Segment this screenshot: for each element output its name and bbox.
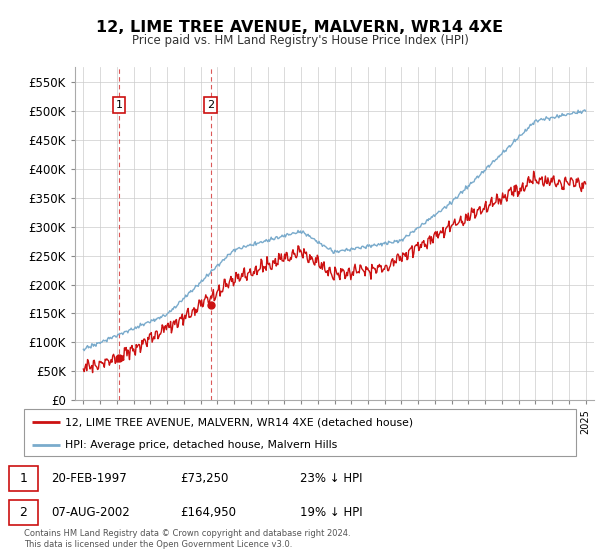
Text: £73,250: £73,250 — [180, 472, 229, 486]
Text: 12, LIME TREE AVENUE, MALVERN, WR14 4XE: 12, LIME TREE AVENUE, MALVERN, WR14 4XE — [97, 20, 503, 35]
Text: 1: 1 — [19, 472, 28, 486]
Text: £164,950: £164,950 — [180, 506, 236, 519]
Text: 07-AUG-2002: 07-AUG-2002 — [51, 506, 130, 519]
Text: 23% ↓ HPI: 23% ↓ HPI — [300, 472, 362, 486]
Text: 2: 2 — [207, 100, 214, 110]
Text: Contains HM Land Registry data © Crown copyright and database right 2024.
This d: Contains HM Land Registry data © Crown c… — [24, 529, 350, 549]
FancyBboxPatch shape — [24, 409, 576, 456]
Text: 20-FEB-1997: 20-FEB-1997 — [51, 472, 127, 486]
Text: 19% ↓ HPI: 19% ↓ HPI — [300, 506, 362, 519]
Text: HPI: Average price, detached house, Malvern Hills: HPI: Average price, detached house, Malv… — [65, 440, 338, 450]
Text: 12, LIME TREE AVENUE, MALVERN, WR14 4XE (detached house): 12, LIME TREE AVENUE, MALVERN, WR14 4XE … — [65, 417, 413, 427]
Text: Price paid vs. HM Land Registry's House Price Index (HPI): Price paid vs. HM Land Registry's House … — [131, 34, 469, 46]
Text: 2: 2 — [19, 506, 28, 519]
Text: 1: 1 — [116, 100, 122, 110]
